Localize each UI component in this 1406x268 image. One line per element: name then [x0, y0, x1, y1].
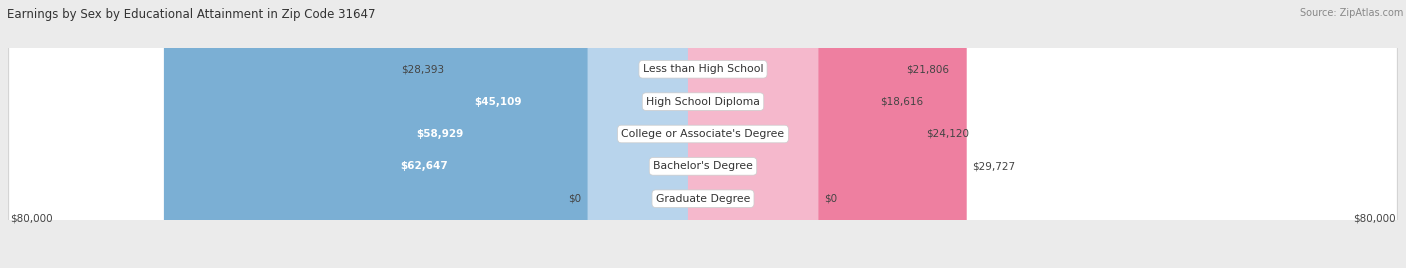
FancyBboxPatch shape: [8, 0, 1398, 268]
Text: $58,929: $58,929: [416, 129, 464, 139]
FancyBboxPatch shape: [688, 0, 900, 268]
Text: $45,109: $45,109: [474, 97, 522, 107]
Text: High School Diploma: High School Diploma: [647, 97, 759, 107]
FancyBboxPatch shape: [8, 0, 1398, 268]
FancyBboxPatch shape: [311, 0, 718, 268]
Text: $28,393: $28,393: [402, 64, 444, 74]
FancyBboxPatch shape: [688, 0, 920, 268]
FancyBboxPatch shape: [688, 0, 873, 268]
FancyBboxPatch shape: [8, 0, 1398, 268]
Text: Source: ZipAtlas.com: Source: ZipAtlas.com: [1299, 8, 1403, 18]
Text: $62,647: $62,647: [401, 161, 449, 171]
Text: Earnings by Sex by Educational Attainment in Zip Code 31647: Earnings by Sex by Educational Attainmen…: [7, 8, 375, 21]
Text: College or Associate's Degree: College or Associate's Degree: [621, 129, 785, 139]
Text: $0: $0: [824, 194, 838, 204]
FancyBboxPatch shape: [195, 0, 718, 268]
Text: $18,616: $18,616: [880, 97, 922, 107]
Text: $80,000: $80,000: [10, 214, 53, 224]
FancyBboxPatch shape: [8, 0, 1398, 268]
FancyBboxPatch shape: [588, 0, 718, 268]
Text: $0: $0: [568, 194, 582, 204]
Text: Bachelor's Degree: Bachelor's Degree: [652, 161, 754, 171]
Text: Graduate Degree: Graduate Degree: [655, 194, 751, 204]
Text: Less than High School: Less than High School: [643, 64, 763, 74]
Text: $80,000: $80,000: [1353, 214, 1396, 224]
Text: $24,120: $24,120: [925, 129, 969, 139]
FancyBboxPatch shape: [688, 0, 967, 268]
FancyBboxPatch shape: [8, 0, 1398, 268]
FancyBboxPatch shape: [165, 0, 718, 268]
FancyBboxPatch shape: [450, 0, 718, 268]
FancyBboxPatch shape: [688, 0, 818, 268]
Text: $29,727: $29,727: [973, 161, 1015, 171]
Text: $21,806: $21,806: [907, 64, 949, 74]
